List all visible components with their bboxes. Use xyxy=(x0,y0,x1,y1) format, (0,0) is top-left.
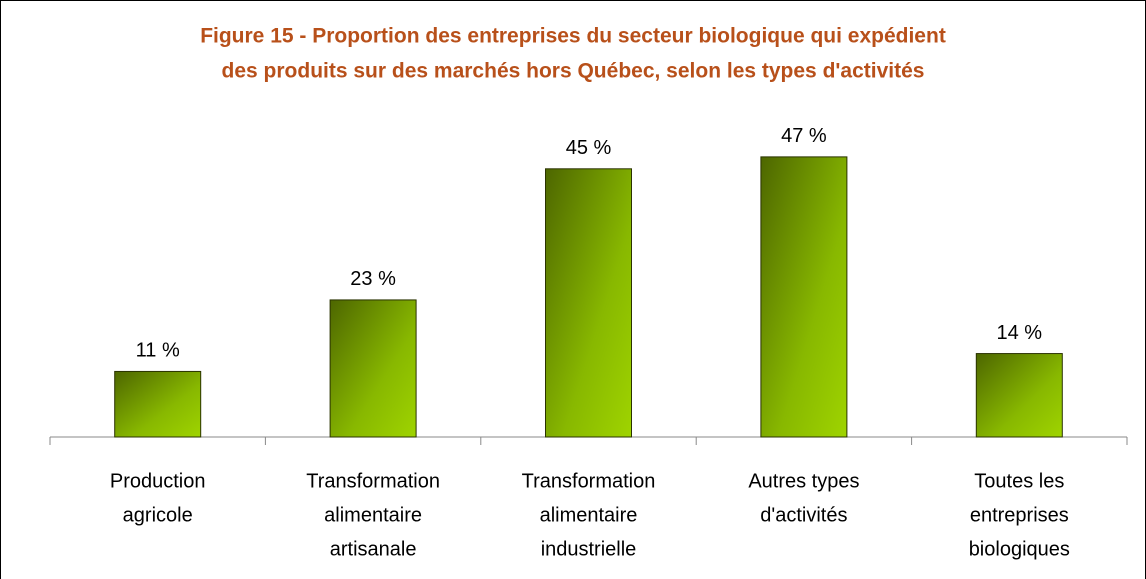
x-tick-label: alimentaire xyxy=(540,504,638,526)
x-tick-label: industrielle xyxy=(541,538,637,560)
data-label: 45 % xyxy=(566,137,612,159)
x-tick-label: Autres types xyxy=(748,470,859,492)
bar xyxy=(760,156,848,438)
bar xyxy=(975,353,1063,438)
x-tick-label: agricole xyxy=(123,504,193,526)
bar xyxy=(329,299,417,438)
data-label: 14 % xyxy=(997,322,1043,344)
x-tick-label: Transformation xyxy=(306,470,440,492)
data-label: 11 % xyxy=(136,340,180,362)
x-tick-label: biologiques xyxy=(969,538,1070,560)
data-label: 23 % xyxy=(350,268,396,290)
chart-title: des produits sur des marchés hors Québec… xyxy=(222,60,925,83)
x-tick-label: Production xyxy=(110,470,206,492)
x-tick-label: d'activités xyxy=(760,504,847,526)
bar xyxy=(545,168,632,438)
x-tick-label: artisanale xyxy=(330,538,417,560)
x-tick-label: Transformation xyxy=(522,470,656,492)
x-tick-label: alimentaire xyxy=(324,504,422,526)
x-tick-label: Toutes les xyxy=(974,470,1064,492)
bar xyxy=(114,370,202,438)
x-tick-label: entreprises xyxy=(970,504,1069,526)
data-label: 47 % xyxy=(781,125,827,147)
chart-title: Figure 15 - Proportion des entreprises d… xyxy=(200,25,946,48)
